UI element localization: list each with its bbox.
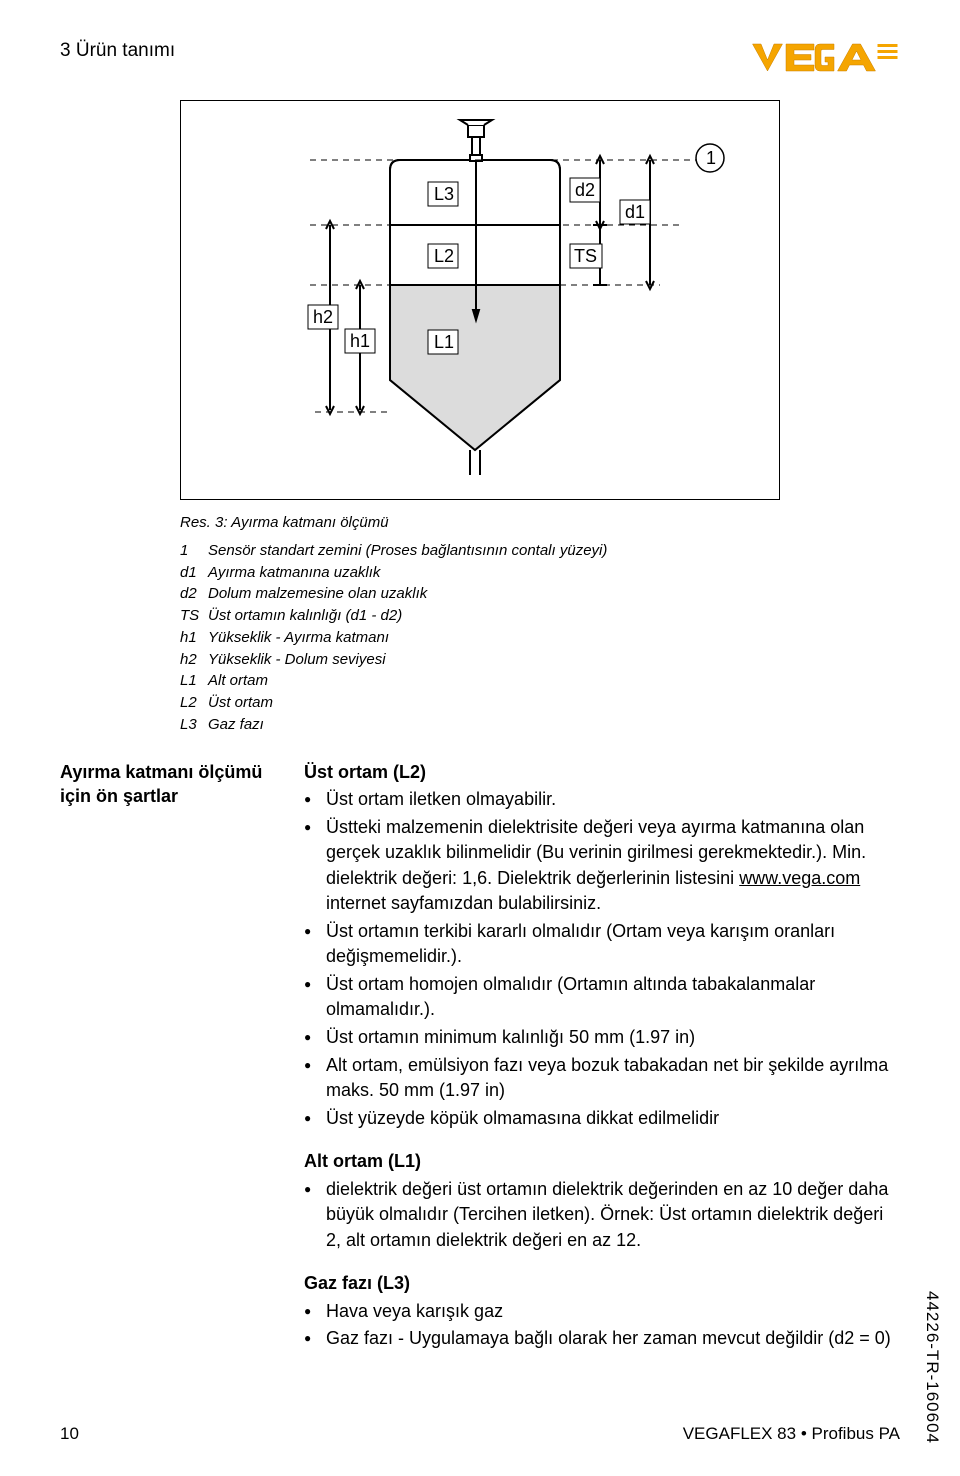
alt-list: dielektrik değeri üst ortamın dielektrik… (304, 1177, 900, 1254)
list-item: Alt ortam, emülsiyon fazı veya bozuk tab… (304, 1053, 900, 1104)
caption-title: Res. 3: Ayırma katmanı ölçümü (180, 512, 780, 534)
caption-line: d2Dolum malzemesine olan uzaklık (180, 583, 780, 605)
figure-tank-diagram: h2 h1 L3 L2 L1 (180, 100, 780, 500)
list-item: dielektrik değeri üst ortamın dielektrik… (304, 1177, 900, 1254)
list-item: Üst yüzeyde köpük olmamasına dikkat edil… (304, 1106, 900, 1132)
gaz-list: Hava veya karışık gazGaz fazı - Uygulama… (304, 1299, 900, 1352)
label-L2: L2 (434, 246, 454, 266)
list-item: Üst ortam iletken olmayabilir. (304, 787, 900, 813)
caption-line: L1Alt ortam (180, 670, 780, 692)
list-item: Üst ortam homojen olmalıdır (Ortamın alt… (304, 972, 900, 1023)
doc-code: 44226-TR-160604 (922, 1291, 942, 1444)
list-item: Üst ortamın terkibi kararlı olmalıdır (O… (304, 919, 900, 970)
link-vega[interactable]: www.vega.com (739, 868, 860, 888)
side-heading: Ayırma katmanı ölçümü için ön şartlar (60, 760, 280, 1356)
label-h2: h2 (313, 307, 333, 327)
label-h1: h1 (350, 331, 370, 351)
section-head-alt: Alt ortam (L1) (304, 1149, 900, 1175)
list-item: Üst ortamın minimum kalınlığı 50 mm (1.9… (304, 1025, 900, 1051)
label-d1: d1 (625, 202, 645, 222)
ust-list: Üst ortam iletken olmayabilir.Üstteki ma… (304, 787, 900, 1131)
caption-line: h2Yükseklik - Dolum seviyesi (180, 649, 780, 671)
page-number: 10 (60, 1424, 79, 1444)
caption-line: d1Ayırma katmanına uzaklık (180, 562, 780, 584)
label-L1: L1 (434, 332, 454, 352)
section-header: 3 Ürün tanımı (60, 40, 175, 62)
caption-line: h1Yükseklik - Ayırma katmanı (180, 627, 780, 649)
caption-line: L3Gaz fazı (180, 714, 780, 736)
section-head-gaz: Gaz fazı (L3) (304, 1271, 900, 1297)
label-d2: d2 (575, 180, 595, 200)
list-item: Üstteki malzemenin dielektrisite değeri … (304, 815, 900, 917)
label-TS: TS (574, 246, 597, 266)
doc-title: VEGAFLEX 83 • Profibus PA (683, 1424, 900, 1444)
content-body: Üst ortam (L2) Üst ortam iletken olmayab… (304, 760, 900, 1356)
list-item: Hava veya karışık gaz (304, 1299, 900, 1325)
caption-line: 1Sensör standart zemini (Proses bağlantı… (180, 540, 780, 562)
callout-1: 1 (706, 148, 716, 168)
section-head-ust: Üst ortam (L2) (304, 760, 900, 786)
list-item: Gaz fazı - Uygulamaya bağlı olarak her z… (304, 1326, 900, 1352)
caption-line: TSÜst ortamın kalınlığı (d1 - d2) (180, 605, 780, 627)
label-L3: L3 (434, 184, 454, 204)
brand-logo (750, 40, 900, 80)
figure-caption: Res. 3: Ayırma katmanı ölçümü 1Sensör st… (180, 512, 780, 736)
caption-line: L2Üst ortam (180, 692, 780, 714)
